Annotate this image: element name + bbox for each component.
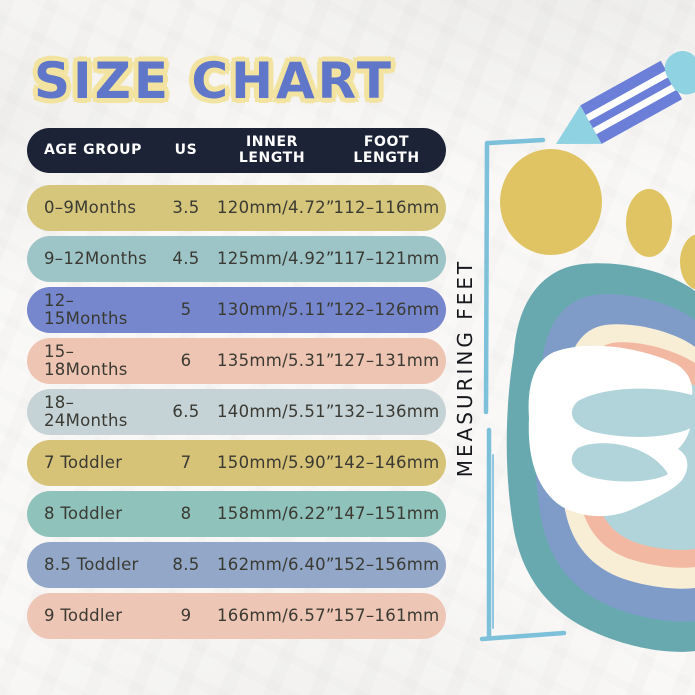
table-row: 12–15Months 5 130mm/5.11” 122–126mm [27,287,446,333]
foot-illustration [500,149,695,652]
age-group-cell: 18–24Months [44,393,128,430]
inner-length-cell: 140mm/5.51” [217,402,335,422]
foot-length-cell: 157–161mm [333,606,440,626]
big-toe-shape [500,149,602,255]
table-row: 8.5 Toddler 8.5 162mm/6.40” 152–156mm [27,542,446,588]
inner-length-cell: 130mm/5.11” [217,300,335,320]
us-size-cell: 8.5 [172,555,200,575]
table-header: AGE GROUP US INNER LENGTH FOOT LENGTH [27,128,446,173]
foot-layer-salmon [575,342,695,568]
age-group-cell: 15–18Months [44,342,128,379]
footprint-shape [528,345,693,517]
table-row: 8 Toddler 8 158mm/6.22” 147–151mm [27,491,446,537]
foot-length-cell: 117–121mm [333,249,440,269]
table-row: 15–18Months 6 135mm/5.31” 127–131mm [27,338,446,384]
us-size-cell: 3.5 [172,198,200,218]
measuring-bracket [479,137,567,642]
us-size-cell: 9 [180,606,192,626]
foot-length-cell: 142–146mm [333,453,440,473]
inner-length-cell: 150mm/5.90” [217,453,335,473]
foot-layer-lightblue [592,369,695,550]
inner-length-cell: 120mm/4.72” [217,198,335,218]
foot-layer-periwinkle [535,294,695,622]
us-size-cell: 8 [180,504,192,524]
age-group-cell: 9–12Months [44,249,148,269]
us-size-cell: 7 [180,453,192,473]
table-row: 9–12Months 4.5 125mm/4.92” 117–121mm [27,236,446,282]
footprint-notch-lower [571,443,668,482]
second-toe-shape [626,189,672,257]
header-cell-age-group: AGE GROUP [44,141,142,158]
inner-length-cell: 135mm/5.31” [217,351,335,371]
foot-length-cell: 152–156mm [333,555,440,575]
foot-length-cell: 122–126mm [333,300,440,320]
foot-length-cell: 127–131mm [333,351,440,371]
foot-length-cell: 147–151mm [333,504,440,524]
age-group-cell: 9 Toddler [44,606,123,626]
us-size-cell: 6.5 [172,402,200,422]
pencil-eraser [664,51,695,95]
inner-length-cell: 158mm/6.22” [217,504,335,524]
us-size-cell: 5 [180,300,192,320]
foot-layer-cream [559,324,695,589]
age-group-cell: 0–9Months [44,198,137,218]
size-table: AGE GROUP US INNER LENGTH FOOT LENGTH 0–… [27,128,446,644]
page-title: SIZE CHART [34,52,395,110]
inner-length-cell: 166mm/6.57” [217,606,335,626]
pencil-tip [556,105,602,144]
measuring-feet-label: MEASURING FEET [453,258,477,478]
inner-length-cell: 162mm/6.40” [217,555,335,575]
us-size-cell: 4.5 [172,249,200,269]
pencil-body [580,60,683,144]
footprint-notch-upper [571,388,695,437]
table-row: 18–24Months 6.5 140mm/5.51” 132–136mm [27,389,446,435]
header-cell-us: US [174,141,198,158]
third-toe-shape [680,234,695,290]
table-row: 7 Toddler 7 150mm/5.90” 142–146mm [27,440,446,486]
age-group-cell: 7 Toddler [44,453,123,473]
table-row: 9 Toddler 9 166mm/6.57” 157–161mm [27,593,446,639]
table-row: 0–9Months 3.5 120mm/4.72” 112–116mm [27,185,446,231]
foot-layer-teal [506,263,695,652]
pencil-icon [556,51,695,144]
us-size-cell: 6 [180,351,192,371]
foot-length-cell: 112–116mm [333,198,440,218]
age-group-cell: 8 Toddler [44,504,123,524]
header-cell-inner-length: INNER LENGTH [238,134,306,166]
age-group-cell: 8.5 Toddler [44,555,139,575]
foot-length-cell: 132–136mm [333,402,440,422]
header-cell-foot-length: FOOT LENGTH [353,134,420,166]
inner-length-cell: 125mm/4.92” [217,249,335,269]
age-group-cell: 12–15Months [44,291,128,328]
